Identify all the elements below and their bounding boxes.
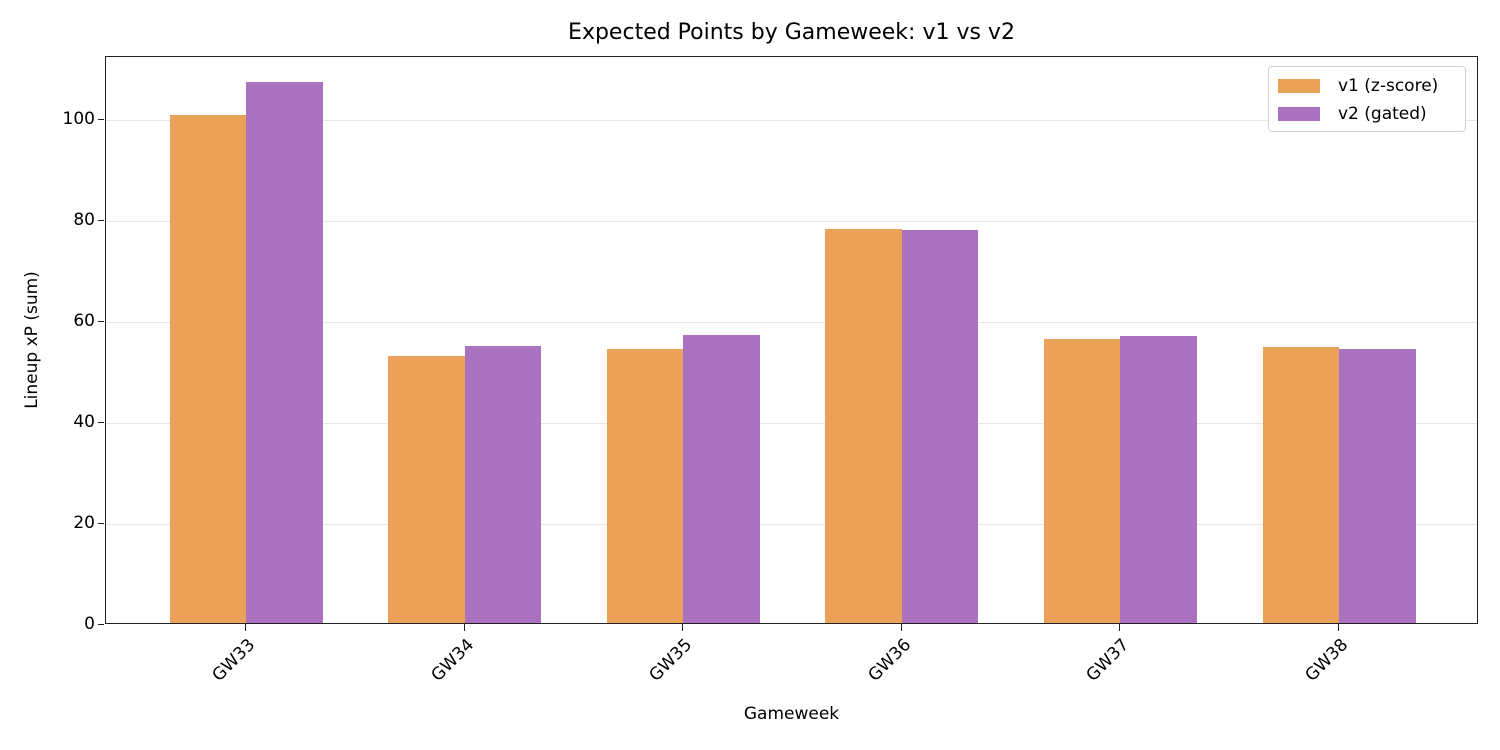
bar-v2-gw33 (246, 82, 323, 623)
gridline (106, 423, 1477, 425)
x-tick-label: GW33 (208, 635, 260, 686)
bar-v1-gw34 (388, 355, 465, 623)
x-tick-mark (682, 624, 684, 631)
y-tick-mark (98, 624, 104, 625)
bar-v1-gw35 (606, 348, 684, 623)
bar-v2-gw37 (1120, 336, 1197, 623)
chart-title: Expected Points by Gameweek: v1 vs v2 (568, 20, 1015, 45)
legend-label-v2: v2 (gated) (1338, 104, 1427, 124)
y-tick-label: 100 (62, 109, 95, 130)
x-tick-mark (1119, 624, 1121, 631)
x-tick-label: GW37 (1082, 635, 1134, 686)
bar-v1-gw38 (1262, 346, 1339, 623)
y-tick-mark (98, 422, 104, 424)
x-tick-mark (1338, 624, 1339, 631)
legend-item-v1: v1 (z-score) (1278, 76, 1438, 96)
legend-label-v1: v1 (z-score) (1338, 76, 1439, 96)
legend: v1 (z-score) v2 (gated) (1268, 66, 1466, 132)
y-tick-mark (98, 321, 104, 323)
x-tick-mark (900, 624, 902, 631)
bar-v1-gw33 (169, 115, 246, 623)
x-tick-label: GW36 (864, 635, 915, 686)
x-axis-title: Gameweek (743, 704, 840, 724)
y-tick-label: 60 (73, 311, 95, 332)
gridline (106, 221, 1477, 223)
gridline (106, 524, 1477, 526)
bar-v2-gw38 (1339, 348, 1416, 623)
y-axis-title: Lineup xP (sum) (22, 271, 42, 409)
x-tick-label: GW38 (1301, 635, 1353, 686)
y-tick-label: 40 (73, 412, 95, 433)
bar-v1-gw36 (825, 229, 902, 623)
y-tick-label: 80 (73, 210, 95, 231)
plot-area (105, 56, 1478, 624)
x-tick-label: GW35 (645, 635, 697, 686)
x-tick-label: GW34 (427, 635, 478, 686)
y-tick-label: 0 (84, 614, 95, 634)
y-tick-mark (98, 523, 104, 525)
x-tick-mark (463, 624, 465, 631)
legend-item-v2: v2 (gated) (1278, 104, 1427, 124)
bar-v2-gw36 (901, 230, 979, 623)
bar-v1-gw37 (1043, 339, 1121, 623)
bar-v2-gw35 (683, 335, 760, 623)
x-tick-mark (245, 624, 246, 631)
y-tick-mark (98, 119, 104, 121)
y-tick-label: 20 (73, 513, 95, 534)
legend-swatch-v1 (1278, 79, 1320, 93)
y-tick-mark (98, 220, 104, 222)
bar-v2-gw34 (464, 345, 542, 623)
legend-swatch-v2 (1278, 107, 1320, 121)
gridline (106, 322, 1477, 324)
gridline (106, 120, 1477, 122)
